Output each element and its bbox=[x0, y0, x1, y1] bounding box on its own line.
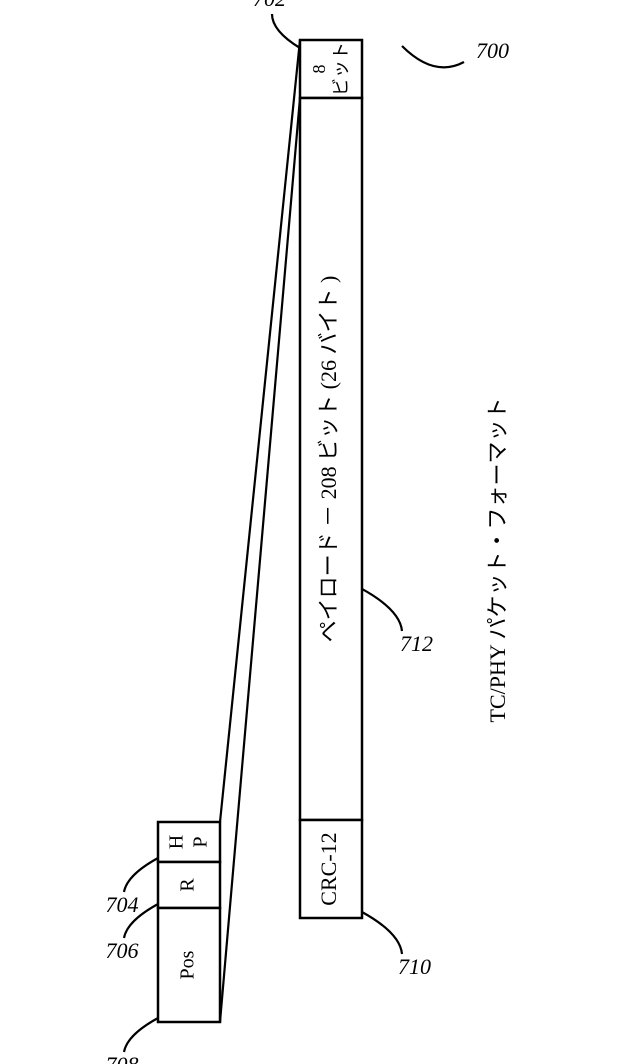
ref-702: 702 bbox=[253, 0, 286, 11]
ref-700: 700 bbox=[476, 38, 509, 63]
header-detail-ref: 708 bbox=[106, 1052, 139, 1064]
packet-crc-label: CRC-12 bbox=[316, 832, 341, 905]
projection-line-bottom bbox=[220, 98, 300, 1022]
packet-header-line2: ビット bbox=[331, 42, 351, 96]
projection-line-top bbox=[220, 40, 300, 822]
ref-710: 710 bbox=[398, 954, 431, 979]
packet-payload-label: ペイロード － 208 ビット (26 バイト ) bbox=[316, 276, 341, 643]
header-detail-label: Pos bbox=[177, 950, 199, 979]
diagram-title: TC/PHY パケット・フォーマット bbox=[485, 398, 510, 723]
header-detail-label: R bbox=[177, 878, 199, 892]
header-detail-ref: 704 bbox=[106, 892, 139, 917]
header-detail-ref: 706 bbox=[106, 938, 139, 963]
header-detail-label: P bbox=[190, 836, 212, 847]
header-detail-label: H bbox=[166, 835, 188, 849]
ref-712: 712 bbox=[400, 631, 433, 656]
packet-header-line1: 8 bbox=[309, 65, 329, 74]
